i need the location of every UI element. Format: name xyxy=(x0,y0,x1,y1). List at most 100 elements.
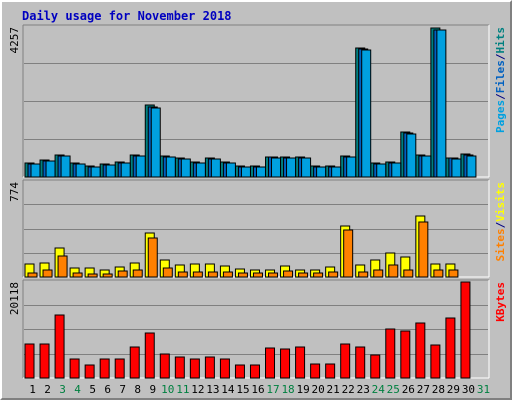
bar-sites-day-5 xyxy=(87,273,98,278)
bar-sites-day-24 xyxy=(373,269,384,278)
bar-kbytes-day-22 xyxy=(340,343,351,379)
bar-pages-day-2 xyxy=(45,160,56,178)
x-tick-label-day-23: 23 xyxy=(357,383,370,396)
top-legend-entry: Files xyxy=(494,60,507,93)
bar-kbytes-day-11 xyxy=(174,356,185,379)
top-legend-entry: Hits xyxy=(494,27,507,54)
x-tick-label-day-17: 17 xyxy=(266,383,279,396)
bar-sites-day-28 xyxy=(433,269,444,278)
x-tick-label-day-5: 5 xyxy=(89,383,96,396)
bar-kbytes-day-23 xyxy=(355,346,366,379)
x-tick-label-day-30: 30 xyxy=(462,383,475,396)
bar-sites-day-1 xyxy=(27,272,38,278)
bar-sites-day-14 xyxy=(222,271,233,278)
bar-kbytes-day-24 xyxy=(370,354,381,379)
mid-legend-entry: Sites xyxy=(494,228,507,261)
bar-kbytes-day-27 xyxy=(415,322,426,379)
x-tick-label-day-15: 15 xyxy=(236,383,249,396)
bar-sites-day-23 xyxy=(358,271,369,278)
bar-pages-day-1 xyxy=(30,163,41,178)
bar-pages-day-18 xyxy=(286,157,297,178)
mid-max-label: 774 xyxy=(8,182,21,202)
x-tick-label-day-7: 7 xyxy=(119,383,126,396)
bar-pages-day-7 xyxy=(120,162,131,178)
bar-pages-day-19 xyxy=(301,157,312,178)
bar-sites-day-11 xyxy=(177,271,188,278)
bar-pages-day-17 xyxy=(271,157,282,178)
bar-pages-day-3 xyxy=(60,155,71,178)
bar-kbytes-day-19 xyxy=(295,346,306,379)
bar-pages-day-26 xyxy=(406,133,417,178)
bar-kbytes-day-1 xyxy=(24,343,35,379)
bar-sites-day-21 xyxy=(328,271,339,278)
bar-pages-day-27 xyxy=(421,155,432,178)
bar-pages-day-6 xyxy=(105,164,116,178)
x-tick-label-day-13: 13 xyxy=(206,383,219,396)
x-tick-label-day-24: 24 xyxy=(372,383,386,396)
x-tick-label-day-29: 29 xyxy=(447,383,460,396)
x-tick-label-day-4: 4 xyxy=(74,383,81,396)
mid-legend-entry: Visits xyxy=(494,182,507,222)
bar-pages-day-21 xyxy=(331,166,342,178)
bar-sites-day-8 xyxy=(132,269,143,278)
bar-pages-day-30 xyxy=(466,155,477,178)
x-tick-label-day-9: 9 xyxy=(149,383,156,396)
bar-pages-day-15 xyxy=(240,166,251,178)
bar-pages-day-13 xyxy=(210,158,221,178)
x-tick-label-day-19: 19 xyxy=(296,383,309,396)
bar-kbytes-day-15 xyxy=(234,364,245,379)
bar-sites-day-25 xyxy=(388,264,399,278)
x-tick-label-day-16: 16 xyxy=(251,383,264,396)
bar-sites-day-15 xyxy=(237,272,248,278)
bar-pages-day-8 xyxy=(135,155,146,178)
chart-title: Daily usage for November 2018 xyxy=(22,9,232,23)
bar-kbytes-day-28 xyxy=(430,344,441,379)
x-tick-label-day-28: 28 xyxy=(432,383,445,396)
top-legend: Pages/Files/Hits xyxy=(494,27,507,133)
bar-kbytes-day-25 xyxy=(385,328,396,379)
bar-pages-day-5 xyxy=(90,166,101,178)
bar-sites-day-17 xyxy=(268,272,279,278)
bar-sites-day-9 xyxy=(147,237,158,278)
bar-pages-day-16 xyxy=(255,166,266,178)
x-tick-label-day-11: 11 xyxy=(176,383,189,396)
bar-kbytes-day-9 xyxy=(144,332,155,379)
bar-pages-day-4 xyxy=(75,163,86,178)
bar-kbytes-day-26 xyxy=(400,330,411,379)
bar-pages-day-25 xyxy=(391,162,402,178)
bar-pages-day-9 xyxy=(150,107,161,178)
bar-kbytes-day-17 xyxy=(265,347,276,379)
top-legend-entry: / xyxy=(494,93,507,100)
x-tick-label-day-8: 8 xyxy=(134,383,141,396)
bar-sites-day-19 xyxy=(298,272,309,278)
top-legend-entry: / xyxy=(494,53,507,60)
bar-kbytes-day-2 xyxy=(39,343,50,379)
x-tick-label-day-2: 2 xyxy=(44,383,51,396)
x-tick-label-day-21: 21 xyxy=(327,383,340,396)
bar-sites-day-18 xyxy=(283,270,294,278)
x-tick-label-day-31: 31 xyxy=(477,383,490,396)
mid-legend-entry: / xyxy=(494,221,507,228)
x-tick-label-day-25: 25 xyxy=(387,383,400,396)
bar-sites-day-26 xyxy=(403,269,414,278)
bar-kbytes-day-16 xyxy=(249,364,260,379)
bot-legend-entry: KBytes xyxy=(494,282,507,322)
x-tick-label-day-1: 1 xyxy=(29,383,36,396)
bar-kbytes-day-4 xyxy=(69,358,80,379)
bot-legend: KBytes xyxy=(494,282,507,322)
bar-kbytes-day-7 xyxy=(114,358,125,379)
bar-pages-day-24 xyxy=(376,163,387,178)
bar-kbytes-day-12 xyxy=(189,358,200,379)
bar-sites-day-29 xyxy=(448,269,459,278)
bar-sites-day-2 xyxy=(42,269,53,278)
mid-panel-background xyxy=(23,180,489,277)
bar-pages-day-10 xyxy=(165,156,176,178)
bar-sites-day-27 xyxy=(418,221,429,278)
bar-pages-day-14 xyxy=(225,162,236,178)
bar-kbytes-day-18 xyxy=(280,348,291,379)
x-tick-label-day-22: 22 xyxy=(342,383,355,396)
x-tick-label-day-6: 6 xyxy=(104,383,111,396)
bar-sites-day-12 xyxy=(192,271,203,278)
x-tick-label-day-26: 26 xyxy=(402,383,415,396)
mid-legend: Sites/Visits xyxy=(494,182,507,262)
